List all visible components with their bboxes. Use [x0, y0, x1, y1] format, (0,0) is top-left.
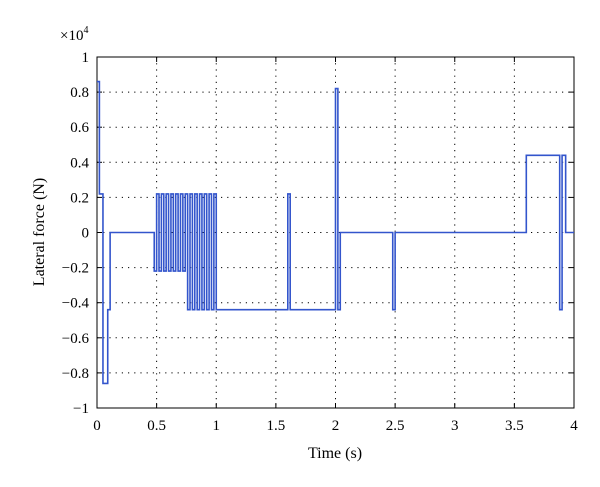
axis-ticks	[96, 56, 575, 409]
y-tick-label: 0.4	[70, 155, 89, 171]
y-tick-label: −0.6	[62, 331, 90, 347]
y-tick-label: 0.2	[70, 190, 89, 206]
x-tick-label: 1	[213, 418, 221, 434]
x-tick-label: 2	[332, 418, 340, 434]
x-tick-label: 4	[570, 418, 578, 434]
x-tick-label: 0.5	[147, 418, 166, 434]
lateral-force-series-line	[97, 80, 574, 385]
x-tick-label: 3	[451, 418, 459, 434]
y-tick-label: −0.4	[62, 296, 90, 312]
y-tick-label: 0	[82, 226, 90, 242]
y-axis-label: Lateral force (N)	[31, 178, 48, 286]
y-tick-label: −1	[73, 401, 89, 417]
x-tick-label: 2.5	[386, 418, 405, 434]
x-tick-label: 3.5	[505, 418, 524, 434]
y-tick-label: −0.2	[62, 261, 89, 277]
y-tick-label: 1	[82, 50, 90, 66]
x-axis-label: Time (s)	[308, 445, 362, 462]
y-tick-label: −0.8	[62, 366, 89, 382]
y-tick-labels: 1 0.8 0.6 0.4 0.2 0 −0.2 −0.4 −0.6 −0.8 −1	[62, 50, 90, 417]
x-tick-label: 0	[93, 418, 101, 434]
x-tick-labels: 0 0.5 1 1.5 2 2.5 3 3.5 4	[93, 418, 578, 434]
y-tick-label: 0.8	[70, 85, 89, 101]
y-tick-label: 0.6	[70, 120, 89, 136]
x-tick-label: 1.5	[267, 418, 286, 434]
y-axis-multiplier: ×104	[60, 25, 88, 44]
